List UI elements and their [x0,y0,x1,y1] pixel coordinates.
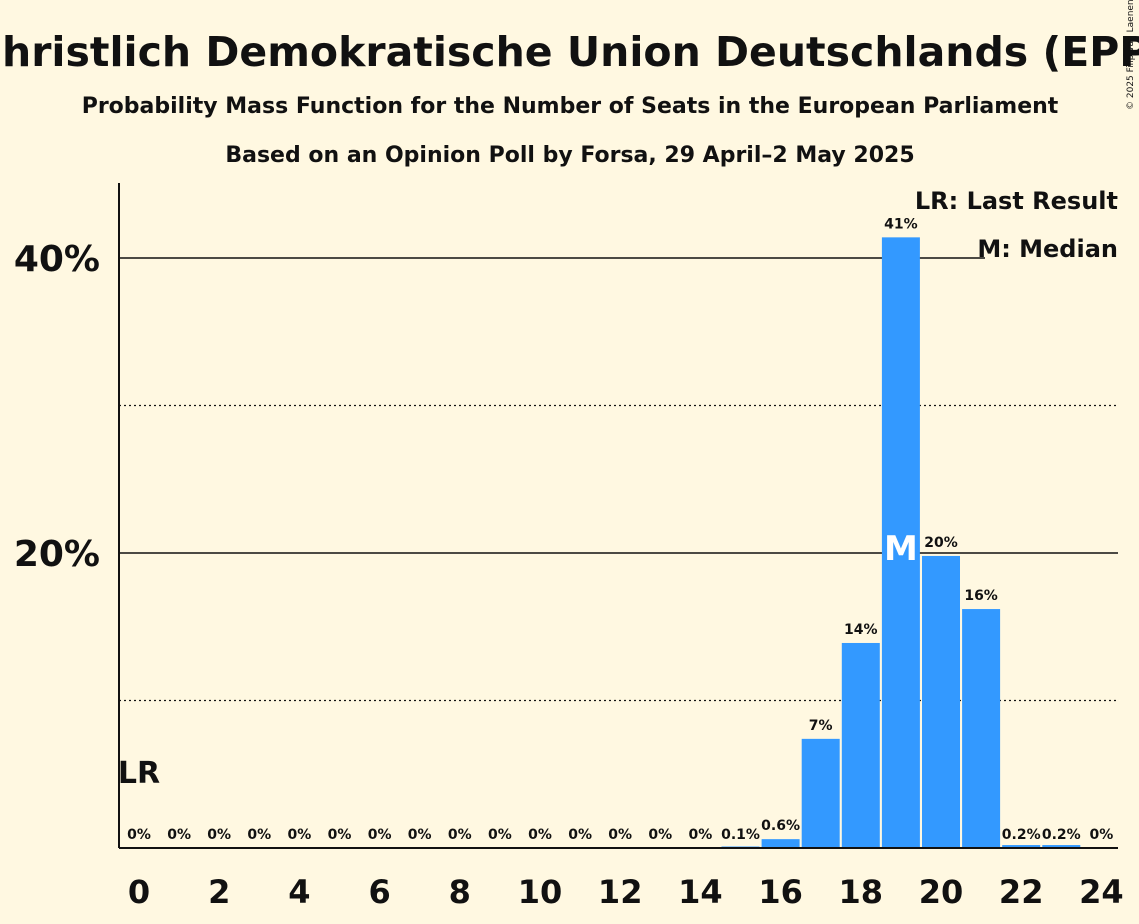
x-tick-label: 24 [1079,873,1124,911]
x-tick-label: 20 [919,873,964,911]
value-label: 0% [288,827,312,843]
value-label: 0% [1090,827,1114,843]
value-label: 0% [328,827,352,843]
y-tick-label: 20% [14,534,100,575]
bar-seat-18 [841,642,880,848]
value-label: 0% [207,827,231,843]
bars [721,237,1081,849]
value-label: 16% [964,588,998,604]
value-labels: 0% 0% 0% 0% 0% 0% 0% 0% 0% 0% 0% 0% 0% 0% 0% 0.1%0.6% 7%… [118,216,1113,843]
value-label: 0% [247,827,271,843]
value-label: 0% [568,827,592,843]
legend-last-result: LR: Last Result [915,187,1118,215]
value-label: 41% [884,216,918,232]
value-label: 0.2% [1002,827,1041,843]
axes: 20%40%0 2 4 6 8 10 12 14 16 18 20 22 24 [14,183,1124,911]
value-label: 0.2% [1042,827,1081,843]
x-tick-label: 10 [518,873,563,911]
value-label: 0% [648,827,672,843]
chart-subtitle: Probability Mass Function for the Number… [82,94,1059,119]
x-tick-label: 6 [368,873,390,911]
x-tick-label: 22 [999,873,1044,911]
chart-source: Based on an Opinion Poll by Forsa, 29 Ap… [225,143,914,168]
x-tick-label: 14 [678,873,723,911]
x-tick-label: 16 [758,873,803,911]
x-tick-label: 12 [598,873,643,911]
legend-median: M: Median [977,235,1118,263]
value-label: 0.6% [761,818,800,834]
legend-background [985,236,1118,264]
value-label: 0.1% [721,827,760,843]
bar-seat-20 [922,555,960,848]
x-tick-label: 0 [128,873,150,911]
value-label: 7% [809,718,833,734]
copyright-notice: © 2025 Filip van Laenen [1126,0,1136,110]
x-tick-label: 8 [449,873,471,911]
value-label: 0% [368,827,392,843]
value-label: 0% [488,827,512,843]
median-marker: M [884,529,918,569]
bar-seat-23 [1042,845,1081,848]
x-tick-label: 2 [208,873,230,911]
chart-title: Christlich Demokratische Union Deutschla… [0,28,1139,76]
value-label: 0% [127,827,151,843]
x-tick-label: 4 [288,873,310,911]
value-label: 14% [844,622,878,638]
value-label: 0% [608,827,632,843]
gridlines [119,236,1118,702]
value-label: 0% [167,827,191,843]
bar-seat-16 [761,839,800,848]
value-label: 0% [448,827,472,843]
bar-seat-21 [962,609,1001,848]
x-tick-label: 18 [839,873,884,911]
value-label: 0% [528,827,552,843]
value-label: 20% [924,535,958,551]
value-label: 0% [689,827,713,843]
bar-seat-17 [801,738,840,848]
value-label: 0% [408,827,432,843]
bar-seat-19 [881,237,920,849]
y-tick-label: 40% [14,239,100,280]
bar-seat-22 [1002,845,1041,848]
last-result-marker: LR [118,756,160,791]
